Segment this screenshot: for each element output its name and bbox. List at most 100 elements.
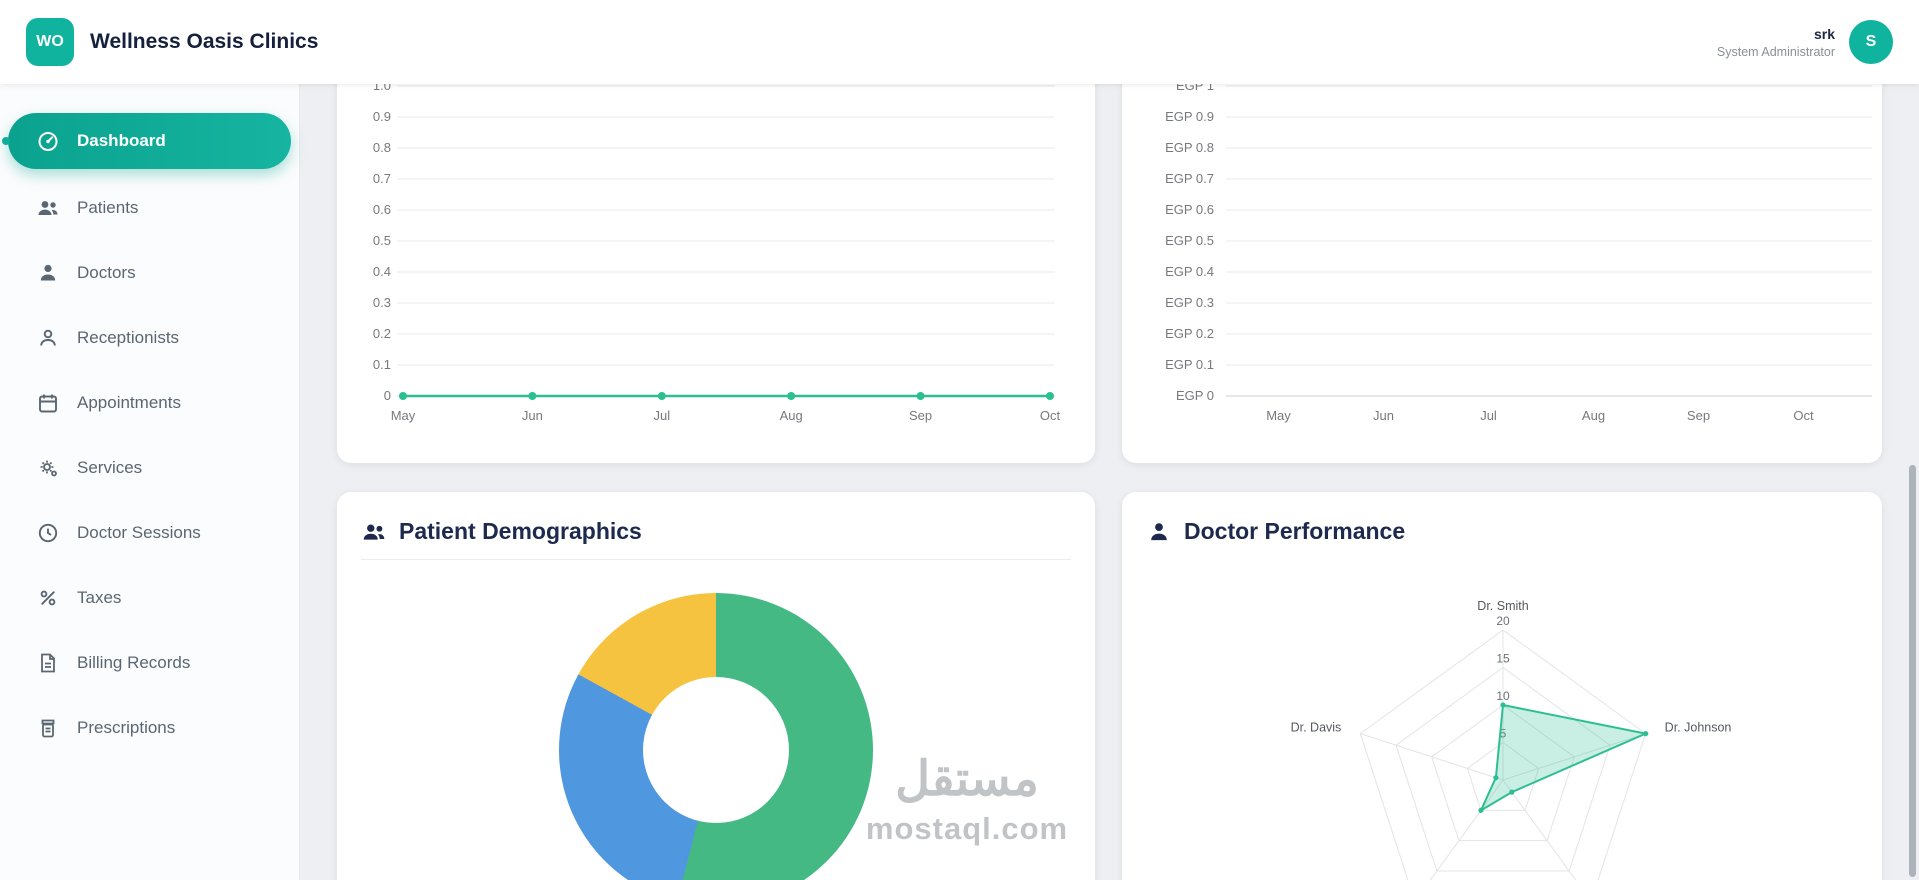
svg-text:0.7: 0.7 <box>373 171 391 186</box>
avatar-initial: S <box>1865 33 1877 50</box>
sidebar-item-dashboard[interactable]: Dashboard <box>8 113 291 169</box>
svg-text:0.4: 0.4 <box>373 264 391 279</box>
sidebar-item-doctor-sessions[interactable]: Doctor Sessions <box>0 500 299 565</box>
svg-text:Jul: Jul <box>1480 408 1497 423</box>
brand-logo: WO <box>26 18 74 66</box>
sidebar-item-label: Receptionists <box>77 327 180 347</box>
patient-demographics-donut-chart <box>559 593 873 880</box>
svg-text:0: 0 <box>384 388 391 403</box>
svg-text:Aug: Aug <box>780 408 803 423</box>
card-title: Patient Demographics <box>399 518 642 544</box>
patient-demographics-card: Patient Demographics <box>337 492 1095 880</box>
revenue-egp-chart: EGP 0 EGP 0.1 EGP 0.2 EGP 0.3 EGP 0.4 EGP 0.5… <box>1165 84 1872 423</box>
user-info: srk System Administrator <box>1717 26 1835 59</box>
sidebar-item-services[interactable]: Services <box>0 435 299 500</box>
sidebar-item-label: Patients <box>77 197 139 217</box>
gauge-icon <box>36 129 60 153</box>
svg-text:Dr. Johnson: Dr. Johnson <box>1665 720 1732 734</box>
svg-text:0.3: 0.3 <box>373 295 391 310</box>
clock-icon <box>36 521 60 545</box>
user-avatar[interactable]: S <box>1849 20 1893 64</box>
percent-icon <box>36 586 60 610</box>
svg-text:EGP 0.6: EGP 0.6 <box>1165 202 1214 217</box>
prescription-bottle-icon <box>36 716 60 740</box>
sidebar-item-label: Doctor Sessions <box>77 522 201 542</box>
user-icon <box>36 326 60 350</box>
svg-text:Sep: Sep <box>909 408 932 423</box>
svg-text:EGP 0: EGP 0 <box>1176 388 1214 403</box>
gears-icon <box>36 456 60 480</box>
appointments-line-chart-card: 0 0.1 0.2 0.3 0.4 0.5 0.6 0.7 0.8 0.9 1.0 May Jun Jul… <box>337 84 1095 463</box>
sidebar-item-label: Appointments <box>77 392 181 412</box>
app-header: WO Wellness Oasis Clinics srk System Adm… <box>0 0 1919 84</box>
sidebar-item-label: Prescriptions <box>77 717 176 737</box>
sidebar-nav: Dashboard Patients Doctors Receptionists <box>0 84 299 760</box>
svg-text:0.5: 0.5 <box>373 233 391 248</box>
sidebar-item-label: Billing Records <box>77 652 191 672</box>
svg-text:20: 20 <box>1496 614 1510 628</box>
svg-text:Dr. Davis: Dr. Davis <box>1291 720 1342 734</box>
card-header-divider <box>361 559 1071 560</box>
user-doctor-icon <box>36 261 60 285</box>
donut-hole <box>643 677 789 823</box>
svg-text:Jun: Jun <box>522 408 543 423</box>
svg-text:Aug: Aug <box>1582 408 1605 423</box>
sidebar-item-label: Services <box>77 457 143 477</box>
svg-text:5: 5 <box>1500 727 1507 741</box>
svg-text:May: May <box>1266 408 1291 423</box>
svg-text:EGP 0.1: EGP 0.1 <box>1165 357 1214 372</box>
sidebar-item-billing-records[interactable]: Billing Records <box>0 630 299 695</box>
sidebar-item-label: Taxes <box>77 587 122 607</box>
svg-text:EGP 0.2: EGP 0.2 <box>1165 326 1214 341</box>
users-icon <box>36 196 60 220</box>
svg-text:Jun: Jun <box>1373 408 1394 423</box>
card-header: Patient Demographics <box>337 492 1095 559</box>
svg-text:EGP 0.5: EGP 0.5 <box>1165 233 1214 248</box>
sidebar-item-receptionists[interactable]: Receptionists <box>0 305 299 370</box>
svg-text:0.2: 0.2 <box>373 326 391 341</box>
svg-text:15: 15 <box>1496 652 1510 666</box>
svg-text:0.6: 0.6 <box>373 202 391 217</box>
sidebar-item-appointments[interactable]: Appointments <box>0 370 299 435</box>
calendar-icon <box>36 391 60 415</box>
sidebar-item-patients[interactable]: Patients <box>0 175 299 240</box>
svg-text:EGP 1: EGP 1 <box>1176 84 1214 93</box>
main-content: 0 0.1 0.2 0.3 0.4 0.5 0.6 0.7 0.8 0.9 1.0 May Jun Jul… <box>300 84 1919 880</box>
brand: WO Wellness Oasis Clinics <box>26 18 318 66</box>
sidebar-item-prescriptions[interactable]: Prescriptions <box>0 695 299 760</box>
card-header: Doctor Performance <box>1122 492 1882 559</box>
user-doctor-icon <box>1146 519 1172 545</box>
file-invoice-icon <box>36 651 60 675</box>
user-role: System Administrator <box>1716 44 1835 59</box>
svg-text:EGP 0.4: EGP 0.4 <box>1165 264 1214 279</box>
svg-text:Oct: Oct <box>1793 408 1814 423</box>
svg-text:10: 10 <box>1496 689 1510 703</box>
svg-text:Oct: Oct <box>1040 408 1061 423</box>
sidebar-item-label: Doctors <box>77 262 136 282</box>
svg-text:May: May <box>391 408 416 423</box>
svg-text:Jul: Jul <box>653 408 670 423</box>
svg-text:0.9: 0.9 <box>373 109 391 124</box>
sidebar-item-taxes[interactable]: Taxes <box>0 565 299 630</box>
appointments-line-chart: 0 0.1 0.2 0.3 0.4 0.5 0.6 0.7 0.8 0.9 1.0 May Jun Jul… <box>373 84 1061 423</box>
revenue-egp-chart-card: EGP 0 EGP 0.1 EGP 0.2 EGP 0.3 EGP 0.4 EGP 0.5… <box>1122 84 1882 463</box>
svg-text:EGP 0.9: EGP 0.9 <box>1165 109 1214 124</box>
sidebar-item-doctors[interactable]: Doctors <box>0 240 299 305</box>
users-icon <box>361 519 387 545</box>
vertical-scrollbar-thumb[interactable] <box>1909 465 1916 877</box>
svg-text:EGP 0.8: EGP 0.8 <box>1165 140 1214 155</box>
svg-text:EGP 0.7: EGP 0.7 <box>1165 171 1214 186</box>
active-item-indicator-dot <box>2 137 10 145</box>
svg-text:1.0: 1.0 <box>373 84 391 93</box>
brand-logo-text: WO <box>36 33 64 50</box>
app-title: Wellness Oasis Clinics <box>90 30 319 53</box>
svg-text:Dr. Smith: Dr. Smith <box>1477 599 1528 613</box>
sidebar: Dashboard Patients Doctors Receptionists <box>0 84 300 880</box>
sidebar-item-label: Dashboard <box>77 131 166 150</box>
svg-text:EGP 0.3: EGP 0.3 <box>1165 295 1214 310</box>
svg-text:Sep: Sep <box>1687 408 1710 423</box>
svg-text:0.8: 0.8 <box>373 140 391 155</box>
user-menu: srk System Administrator S <box>1717 20 1893 64</box>
